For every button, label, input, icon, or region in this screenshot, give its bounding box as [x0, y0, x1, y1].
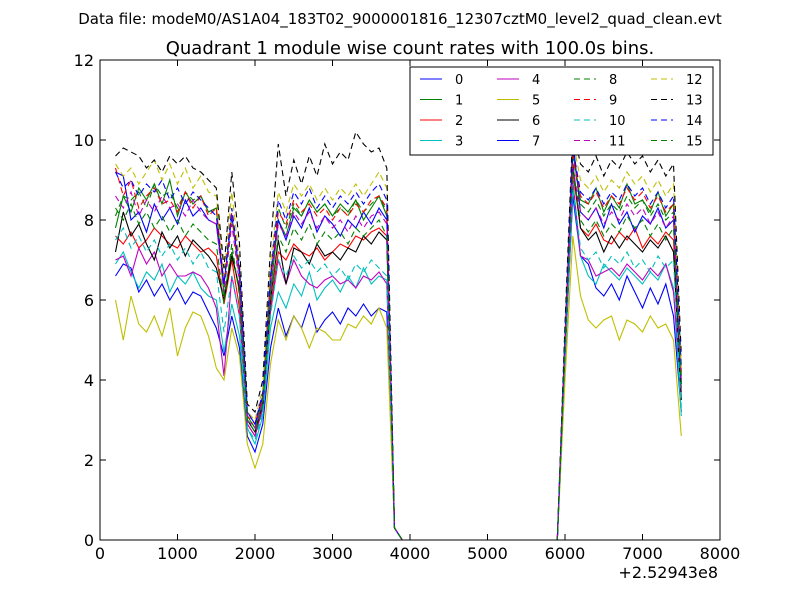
chart-title: Quadrant 1 module wise count rates with … [166, 38, 655, 59]
legend-label-5: 5 [532, 94, 540, 109]
series-line-13 [115, 127, 682, 540]
x-tick-label: 5000 [467, 544, 508, 563]
legend-label-4: 4 [532, 73, 540, 88]
series-line-6 [114, 163, 682, 540]
y-tick-label: 2 [84, 451, 94, 470]
series-line-3 [115, 187, 682, 540]
x-tick-label: 1000 [157, 544, 198, 563]
x-offset-label: +2.52943e8 [618, 563, 718, 582]
series-line-2 [115, 171, 682, 540]
x-tick-label: 6000 [545, 544, 586, 563]
plot-frame [99, 59, 721, 541]
series-layer [114, 127, 682, 540]
y-tick-label: 6 [84, 291, 94, 310]
x-tick-label: 7000 [622, 544, 663, 563]
series-line-9 [114, 155, 682, 540]
legend-label-8: 8 [609, 73, 617, 88]
y-tick-label: 10 [74, 131, 94, 150]
legend-label-11: 11 [609, 135, 626, 150]
series-line-4 [115, 179, 682, 540]
y-tick-label: 0 [84, 531, 94, 550]
chart-suptitle: Data file: modeM0/AS1A04_183T02_90000018… [78, 10, 722, 29]
legend-label-12: 12 [686, 73, 703, 88]
series-line-7 [115, 139, 682, 540]
x-tick-label: 8000 [700, 544, 741, 563]
legend-label-14: 14 [686, 114, 703, 129]
series-line-5 [114, 235, 682, 540]
axes-layer: 0 1000 2000 3000 4000 5000 6000 7000 80000246810… [74, 51, 741, 563]
x-tick-label: 2000 [235, 544, 276, 563]
legend-label-6: 6 [532, 114, 540, 129]
legend-label-7: 7 [532, 135, 540, 150]
x-tick-label: 0 [95, 544, 105, 563]
y-tick-label: 8 [84, 211, 94, 230]
y-tick-label: 12 [74, 51, 94, 70]
legend-label-0: 0 [455, 73, 463, 88]
legend-label-10: 10 [609, 114, 626, 129]
legend-label-15: 15 [686, 135, 703, 150]
series-line-15 [115, 171, 682, 540]
x-tick-label: 4000 [390, 544, 431, 563]
series-line-10 [115, 183, 682, 540]
y-tick-label: 4 [84, 371, 94, 390]
series-line-12 [115, 139, 682, 540]
legend-label-13: 13 [686, 94, 703, 109]
series-line-14 [115, 147, 682, 540]
x-tick-label: 3000 [312, 544, 353, 563]
series-line-0 [115, 195, 682, 540]
legend-label-1: 1 [455, 94, 463, 109]
legend-label-2: 2 [455, 114, 463, 129]
series-line-11 [115, 167, 682, 540]
legend-label-3: 3 [455, 135, 463, 150]
legend-label-9: 9 [609, 94, 617, 109]
